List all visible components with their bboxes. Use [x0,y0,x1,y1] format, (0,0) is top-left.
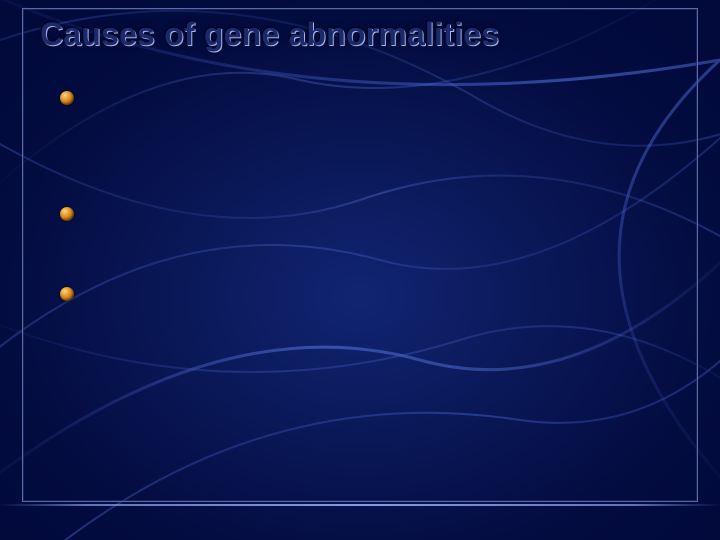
bullet-icon [60,91,74,105]
bullet-text [88,86,670,110]
bullet-item [60,282,670,306]
bullet-icon [60,287,74,301]
bullet-item [60,202,670,226]
slide-content [60,86,670,480]
bullet-icon [60,207,74,221]
slide-title: Causes of gene abnormalities [40,16,499,53]
footer-divider [0,504,720,506]
bullet-text [88,202,670,226]
bullet-item [60,86,670,110]
bullet-text [88,282,670,306]
